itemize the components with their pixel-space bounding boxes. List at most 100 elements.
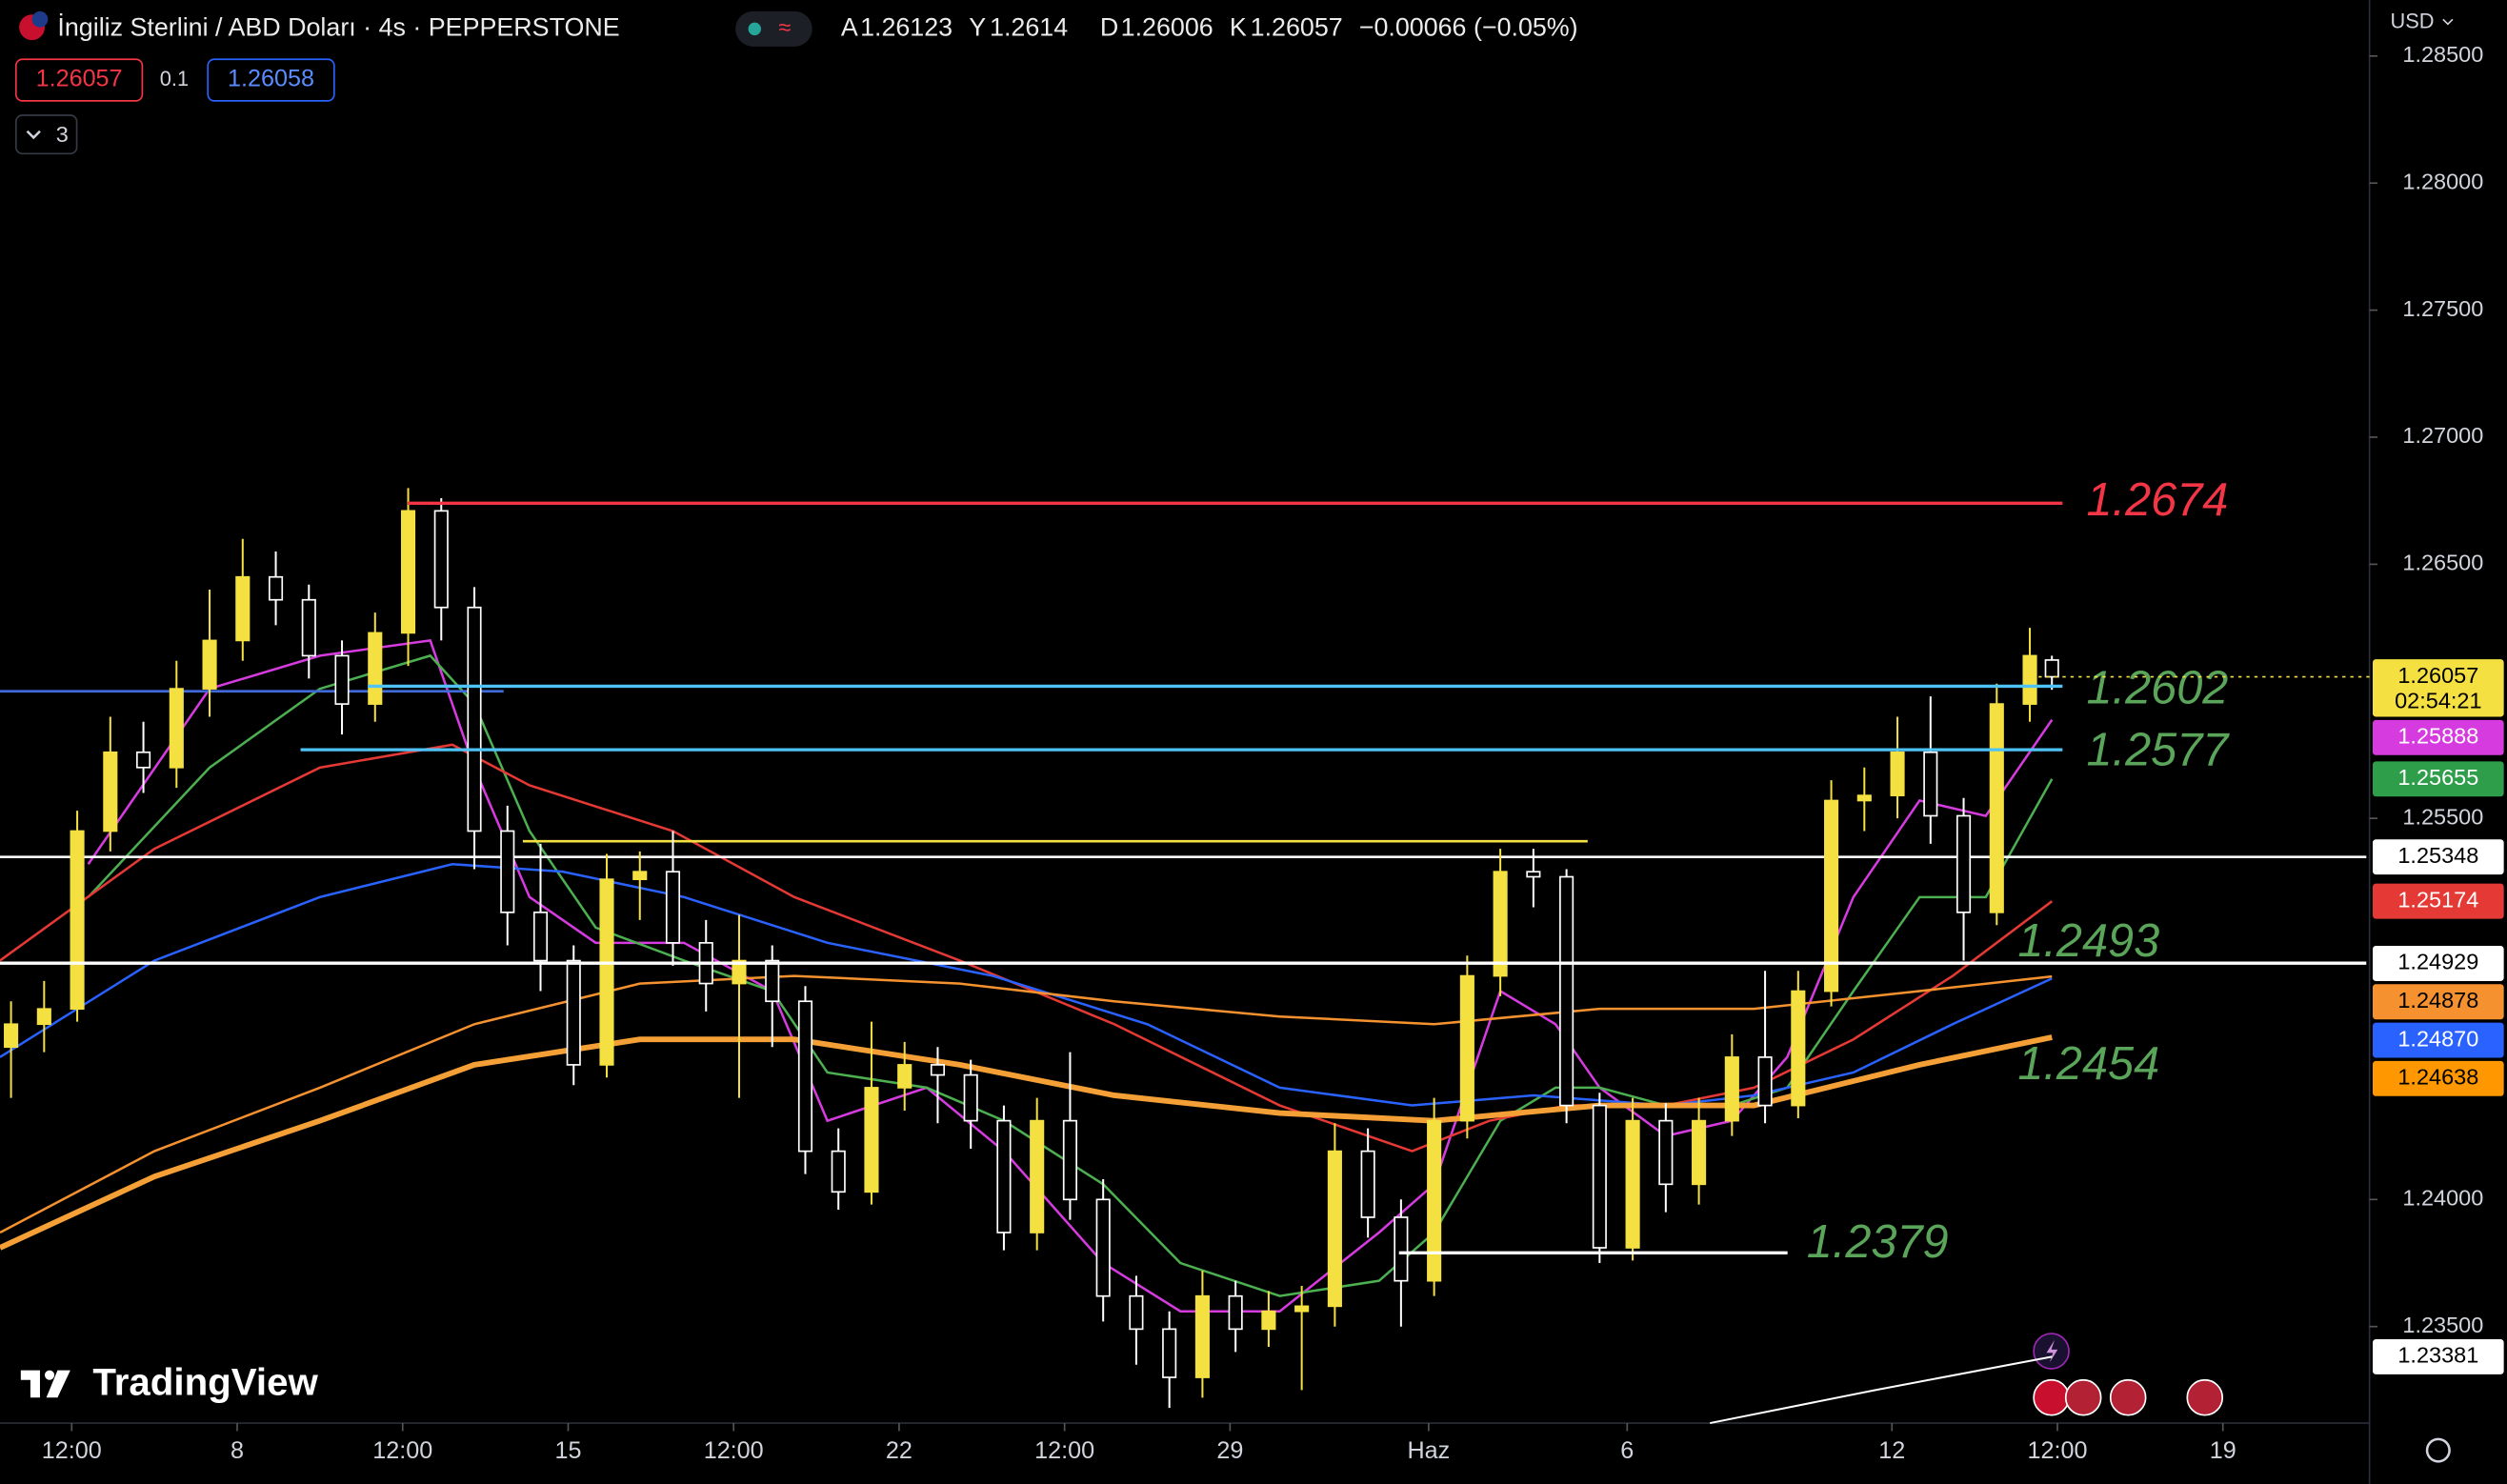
- current-price: 1.26057: [2397, 663, 2478, 688]
- price-level-label: 1.2379: [1807, 1216, 1949, 1268]
- settings-icon[interactable]: [2425, 1437, 2451, 1463]
- candle-body: [1658, 1119, 1674, 1186]
- candle-body: [1261, 1310, 1276, 1331]
- candle-body: [103, 751, 118, 832]
- candle-body: [36, 1008, 51, 1026]
- indicators-toggle[interactable]: [14, 114, 78, 155]
- price-badge-label: 1.24878: [2397, 988, 2478, 1013]
- ohlc-label: K: [1230, 12, 1247, 41]
- spread: 0.1: [160, 67, 189, 90]
- price-badge: [2373, 946, 2504, 981]
- price-badge-label: 1.25348: [2397, 843, 2478, 868]
- plot-area: [0, 488, 2367, 1425]
- candle-body: [566, 959, 581, 1066]
- sell-price: 1.26057: [36, 66, 123, 92]
- candle-body: [1228, 1294, 1243, 1331]
- x-tick-label: 12:00: [42, 1437, 102, 1464]
- candle-body: [632, 871, 648, 881]
- price-badge-label: 1.24638: [2397, 1065, 2478, 1090]
- logo-mark: [20, 1370, 70, 1398]
- candle-body: [1030, 1119, 1045, 1233]
- price-badge-label: 1.25174: [2397, 887, 2478, 912]
- candle-body: [467, 606, 482, 832]
- x-tick-label: 22: [886, 1437, 913, 1464]
- price-badge: [2373, 761, 2504, 797]
- moving-average: [0, 974, 2053, 1234]
- price-badge: [2373, 1060, 2504, 1096]
- x-tick-label: 8: [231, 1437, 244, 1464]
- y-tick-label: 1.28000: [2402, 169, 2483, 193]
- event-flag[interactable]: [2109, 1378, 2147, 1416]
- candle-body: [765, 959, 780, 1003]
- candle-body: [1526, 871, 1541, 878]
- ohlc-value: 1.26057: [1251, 12, 1343, 41]
- symbol-title: İngiliz Sterlini / ABD Doları · 4s · PEP…: [57, 11, 619, 41]
- candle-body: [1327, 1150, 1342, 1308]
- symbol-header[interactable]: İngiliz Sterlini / ABD Doları · 4s · PEP…: [19, 10, 620, 42]
- x-tick-label: 12: [1878, 1437, 1905, 1464]
- candle-body: [1095, 1198, 1111, 1297]
- candle-body: [1194, 1294, 1210, 1378]
- currency[interactable]: USD: [2390, 9, 2434, 32]
- price-badge: [2373, 984, 2504, 1020]
- ohlc-label: D: [1100, 12, 1118, 41]
- x-tick-label: 29: [1216, 1437, 1243, 1464]
- price-level-label: 1.2674: [2087, 474, 2229, 526]
- moving-average: [1710, 1355, 2053, 1425]
- candle-body: [136, 751, 151, 769]
- event-flag[interactable]: [2064, 1378, 2102, 1416]
- countdown: 02:54:21: [2395, 689, 2481, 713]
- candle-body: [1625, 1119, 1640, 1249]
- candle-body: [4, 1023, 19, 1049]
- candle-body: [1824, 799, 1839, 993]
- y-tick-label: 1.25500: [2402, 804, 2483, 829]
- candle-body: [1394, 1216, 1409, 1282]
- candle-body: [831, 1150, 846, 1193]
- candle-body: [1757, 1056, 1773, 1107]
- moving-average: [0, 862, 2053, 1107]
- candle-body: [665, 871, 681, 944]
- lightning: [2046, 1339, 2058, 1363]
- candle-body: [1459, 974, 1474, 1122]
- price-badge-label: 1.25888: [2397, 724, 2478, 749]
- candle-body: [930, 1064, 946, 1076]
- candle-body: [202, 639, 217, 690]
- status-pill[interactable]: [735, 10, 812, 47]
- y-tick-label: 1.26500: [2402, 551, 2483, 575]
- sell-button[interactable]: [14, 58, 144, 102]
- ohlc-label: Y: [969, 12, 986, 41]
- candle-body: [732, 959, 747, 985]
- price-badge: [2373, 883, 2504, 919]
- indicator-count: 3: [56, 122, 69, 147]
- candle-body: [1989, 703, 2004, 913]
- candle-body: [433, 510, 449, 609]
- candle-body: [599, 878, 614, 1066]
- buy-button[interactable]: [207, 58, 335, 102]
- price-badge: [2373, 719, 2504, 755]
- price-badge-label: 1.25655: [2397, 765, 2478, 790]
- price-badge-label: 1.24870: [2397, 1026, 2478, 1051]
- candle-body: [1559, 875, 1574, 1107]
- x-tick-label: 15: [554, 1437, 581, 1464]
- price-badge-label: 1.24929: [2397, 950, 2478, 974]
- flag-icon: [31, 10, 49, 28]
- current-price-badge: [2373, 659, 2504, 717]
- event-flag[interactable]: [2186, 1378, 2224, 1416]
- x-tick-label: 12:00: [1034, 1437, 1094, 1464]
- candle-body: [334, 654, 350, 705]
- candle-body: [1692, 1119, 1707, 1186]
- price-badge: [2373, 839, 2504, 875]
- candle-body: [70, 830, 85, 1011]
- candle-body: [268, 575, 284, 601]
- x-tick-label: 12:00: [372, 1437, 432, 1464]
- change: −0.00066 (−0.05%): [1359, 12, 1578, 41]
- event-flag[interactable]: [2033, 1378, 2070, 1416]
- candle-body: [1955, 814, 1972, 913]
- candle-body: [169, 688, 184, 769]
- price-level-label: 1.2493: [2017, 915, 2159, 967]
- x-tick-label: 19: [2210, 1437, 2236, 1464]
- buy-price: 1.26058: [228, 66, 314, 92]
- candle-body: [897, 1064, 913, 1089]
